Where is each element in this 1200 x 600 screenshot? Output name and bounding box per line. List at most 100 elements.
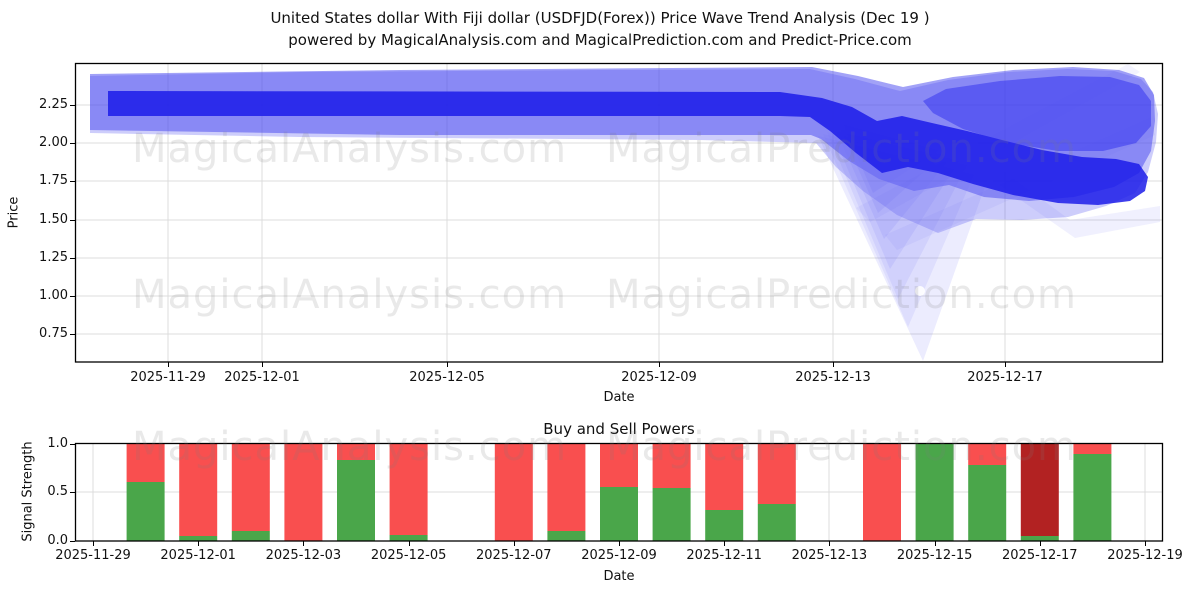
top-plot-border [74,62,1164,363]
sell-bar-segment [1020,444,1059,536]
sell-bar-segment [705,444,744,510]
sell-bar-segment [284,444,323,541]
top-x-tick-label: 2025-12-01 [224,370,300,385]
bottom-y-tick-label: 1.0 [47,436,68,451]
sell-bar-segment [600,444,638,487]
sell-bar-segment [389,444,428,535]
bottom-x-tick-label: 2025-12-15 [896,548,973,563]
top-y-tick-mark [70,105,75,106]
top-y-tick-label: 2.25 [39,97,68,112]
buy-bar-segment [652,488,691,541]
buy-bar-segment [1020,536,1059,541]
bottom-y-tick-label: 0.5 [47,484,68,499]
bottom-subplot-title: Buy and Sell Powers [543,420,695,438]
sell-bar-segment [179,444,218,536]
bottom-x-tick-mark [1040,541,1041,546]
top-y-tick-mark [70,220,75,221]
sell-bar-segment [547,444,586,531]
buy-bar-segment [126,482,165,541]
wave-spike [827,132,967,299]
wave-spike-deep [818,136,988,361]
buy-bar-segment [1073,454,1112,541]
buy-bar-segment [757,504,796,541]
buy-bar-segment [915,444,954,541]
bottom-x-tick-label: 2025-12-05 [370,548,447,563]
buy-bar-segment [968,465,1007,541]
top-y-tick-label: 1.25 [39,250,68,265]
buy-bar-segment [231,531,270,541]
top-x-tick-label: 2025-12-17 [967,370,1043,385]
sell-bar-segment [494,444,533,541]
wave-upper-right-band [923,76,1151,151]
buy-bar-segment [179,536,218,541]
price-wave-bands [90,64,1160,361]
top-x-tick-mark [659,362,660,367]
sell-bar-segment [757,444,796,504]
bottom-y-tick-mark [70,492,75,493]
top-y-tick-label: 1.75 [39,173,68,188]
top-x-tick-mark [168,362,169,367]
top-x-tick-label: 2025-12-05 [409,370,485,385]
top-y-tick-mark [70,258,75,259]
bottom-x-tick-label: 2025-12-07 [476,548,552,563]
top-y-tick-label: 1.50 [39,212,68,227]
sell-bar-segment [337,444,375,460]
bottom-x-tick-mark [619,541,620,546]
wave-white-gap-dot [915,286,925,296]
bottom-x-tick-mark [409,541,410,546]
sell-bar-segment [1073,444,1112,454]
bottom-y-tick-mark [70,541,75,542]
top-y-tick-mark [70,181,75,182]
buy-bar-segment [600,487,638,541]
bottom-x-tick-mark [303,541,304,546]
bottom-x-tick-label: 2025-12-19 [1107,548,1183,563]
top-x-tick-mark [833,362,834,367]
top-y-axis-label: Price [6,196,22,229]
chart-title-line2: powered by MagicalAnalysis.com and Magic… [288,31,912,49]
buy-bar-segment [547,531,586,541]
buy-bar-segment [705,510,744,541]
top-y-tick-mark [70,296,75,297]
bottom-y-tick-label: 0.0 [47,533,68,548]
buy-bar-segment [389,535,428,541]
bottom-x-tick-label: 2025-12-17 [1002,548,1078,563]
wave-streak [985,165,1160,238]
wave-spike [823,134,976,327]
bottom-x-tick-label: 2025-12-03 [265,548,342,563]
signal-bars-layer [126,444,1112,541]
top-y-tick-mark [70,143,75,144]
top-y-tick-mark [70,334,75,335]
bottom-x-tick-label: 2025-11-29 [55,548,131,563]
top-y-tick-label: 0.75 [39,326,68,341]
top-x-tick-label: 2025-12-13 [795,370,871,385]
bottom-x-axis-label: Date [603,569,635,584]
top-y-tick-label: 1.00 [39,288,68,303]
bottom-x-tick-mark [1145,541,1146,546]
sell-bar-segment [863,444,901,541]
wave-core-band [108,91,1148,205]
top-x-tick-mark [262,362,263,367]
bottom-y-tick-mark [70,444,75,445]
bottom-x-tick-mark [514,541,515,546]
top-x-tick-mark [1005,362,1006,367]
bottom-x-tick-label: 2025-12-11 [686,548,762,563]
bottom-x-tick-label: 2025-12-13 [791,548,868,563]
top-x-tick-label: 2025-12-09 [621,370,697,385]
sell-bar-segment [968,444,1007,465]
bottom-x-tick-mark [93,541,94,546]
sell-bar-segment [231,444,270,531]
bottom-x-tick-mark [198,541,199,546]
sell-bar-segment [652,444,691,488]
buy-bar-segment [337,460,375,541]
top-x-tick-mark [447,362,448,367]
bottom-x-tick-label: 2025-12-01 [160,548,236,563]
bottom-x-tick-mark [724,541,725,546]
top-x-tick-label: 2025-11-29 [130,370,206,385]
top-y-tick-label: 2.00 [39,135,68,150]
chart-title-line1: United States dollar With Fiji dollar (U… [270,9,930,27]
bottom-x-tick-mark [829,541,830,546]
sell-bar-segment [126,444,165,482]
